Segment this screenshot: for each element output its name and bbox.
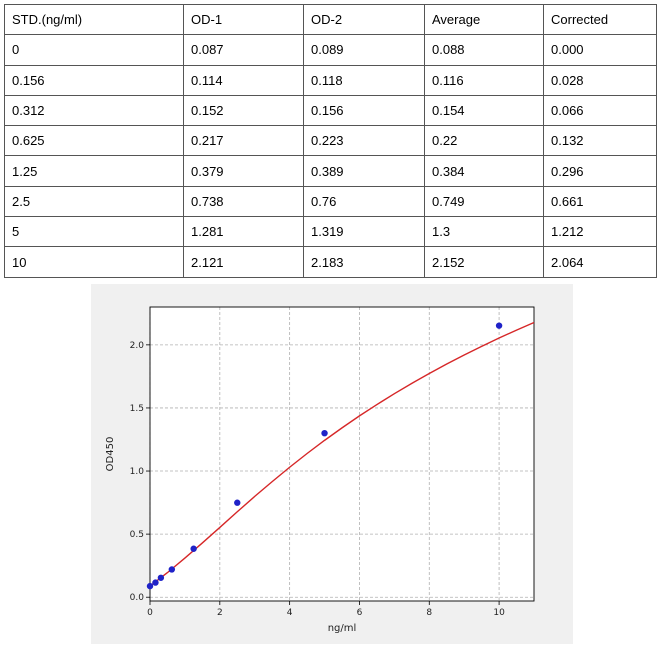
table-row: 0.312 0.152 0.156 0.154 0.066	[4, 94, 657, 127]
table-row: 5 1.281 1.319 1.3 1.212	[4, 216, 657, 248]
fit-curve	[149, 321, 535, 587]
table-row: 2.5 0.738 0.76 0.749 0.661	[4, 185, 657, 218]
table-cell: 0.217	[183, 125, 304, 157]
data-point	[495, 322, 503, 329]
y-axis-label: OD450	[105, 437, 116, 472]
table-cell: 0	[4, 34, 184, 66]
table-cell: 1.25	[4, 155, 184, 187]
table-cell: 0.156	[4, 64, 184, 96]
table-row: 1.25 0.379 0.389 0.384 0.296	[4, 155, 657, 187]
plot-area	[150, 307, 534, 601]
data-point	[234, 499, 241, 506]
table-row: 10 2.121 2.183 2.152 2.064	[4, 246, 657, 278]
table-cell: 1.3	[424, 216, 544, 248]
chart-panel: 0 2 4 6 8 10 0.0 0.5 1.0 1.5 2.0 ng/ml OD450	[91, 284, 573, 644]
table-cell: 0.116	[424, 64, 544, 96]
table-cell: 0.087	[183, 34, 304, 66]
table-cell: 0.738	[183, 185, 304, 218]
header-std: STD.(ng/ml)	[4, 3, 184, 36]
header-od1: OD-1	[183, 3, 304, 36]
header-od2: OD-2	[303, 3, 425, 36]
table-cell: 0.625	[4, 125, 184, 157]
table-cell: 0.152	[183, 94, 304, 127]
data-points-group	[146, 322, 503, 590]
header-corrected: Corrected	[543, 3, 657, 36]
data-point	[146, 582, 154, 590]
table-cell: 0.389	[303, 155, 425, 187]
standard-curve-table: STD.(ng/ml) OD-1 OD-2 Average Corrected …	[4, 3, 657, 278]
x-tick-label: 6	[357, 608, 363, 618]
data-point	[321, 429, 328, 437]
x-tick-label: 2	[217, 608, 223, 618]
table-row: 0 0.087 0.089 0.088 0.000	[4, 34, 657, 66]
table-cell: 5	[4, 216, 184, 248]
table-cell: 0.379	[183, 155, 304, 187]
x-tick-label: 0	[147, 608, 153, 618]
table-cell: 2.5	[4, 185, 184, 218]
table-row: 0.156 0.114 0.118 0.116 0.028	[4, 64, 657, 96]
table-cell: 1.319	[303, 216, 425, 248]
table-cell: 2.121	[183, 246, 304, 278]
table-cell: 1.281	[183, 216, 304, 248]
table-cell: 2.064	[543, 246, 657, 278]
plot-frame	[149, 306, 535, 602]
axes: 0 2 4 6 8 10 0.0 0.5 1.0 1.5 2.0	[130, 306, 535, 618]
table-cell: 0.296	[543, 155, 657, 187]
x-tick-label: 10	[493, 608, 505, 618]
table-cell: 0.154	[424, 94, 544, 127]
x-tick-label: 4	[287, 608, 293, 618]
y-tick-label: 1.5	[130, 404, 144, 414]
table-cell: 0.312	[4, 94, 184, 127]
y-tick-label: 0.0	[130, 593, 145, 603]
table-cell: 0.000	[543, 34, 657, 66]
table-cell: 1.212	[543, 216, 657, 248]
x-tick-label: 8	[426, 608, 432, 618]
y-tick-label: 1.0	[130, 467, 145, 477]
grid-lines	[149, 307, 534, 601]
table-cell: 0.066	[543, 94, 657, 127]
standard-curve-chart: 0 2 4 6 8 10 0.0 0.5 1.0 1.5 2.0 ng/ml OD450	[105, 306, 535, 634]
y-tick-label: 0.5	[130, 530, 144, 540]
table-cell: 0.028	[543, 64, 657, 96]
table-row: 0.625 0.217 0.223 0.22 0.132	[4, 125, 657, 157]
table-cell: 2.183	[303, 246, 425, 278]
table-cell: 0.384	[424, 155, 544, 187]
table-cell: 0.749	[424, 185, 544, 218]
table-cell: 0.114	[183, 64, 304, 96]
table-cell: 0.223	[303, 125, 425, 157]
table-cell: 10	[4, 246, 184, 278]
y-tick-label: 2.0	[130, 341, 145, 351]
table-cell: 0.156	[303, 94, 425, 127]
table-cell: 0.661	[543, 185, 657, 218]
table-cell: 0.76	[303, 185, 425, 218]
data-point	[190, 545, 197, 552]
table-cell: 0.132	[543, 125, 657, 157]
table-cell: 2.152	[424, 246, 544, 278]
header-average: Average	[424, 3, 544, 36]
table-cell: 0.089	[303, 34, 425, 66]
table-header-row: STD.(ng/ml) OD-1 OD-2 Average Corrected	[4, 3, 657, 36]
fit-curve-group	[149, 321, 535, 587]
data-point	[152, 579, 159, 586]
x-axis-label: ng/ml	[328, 623, 357, 634]
data-point	[168, 566, 176, 573]
table-cell: 0.088	[424, 34, 544, 66]
table-cell: 0.118	[303, 64, 425, 96]
data-point	[157, 574, 165, 581]
table-cell: 0.22	[424, 125, 544, 157]
